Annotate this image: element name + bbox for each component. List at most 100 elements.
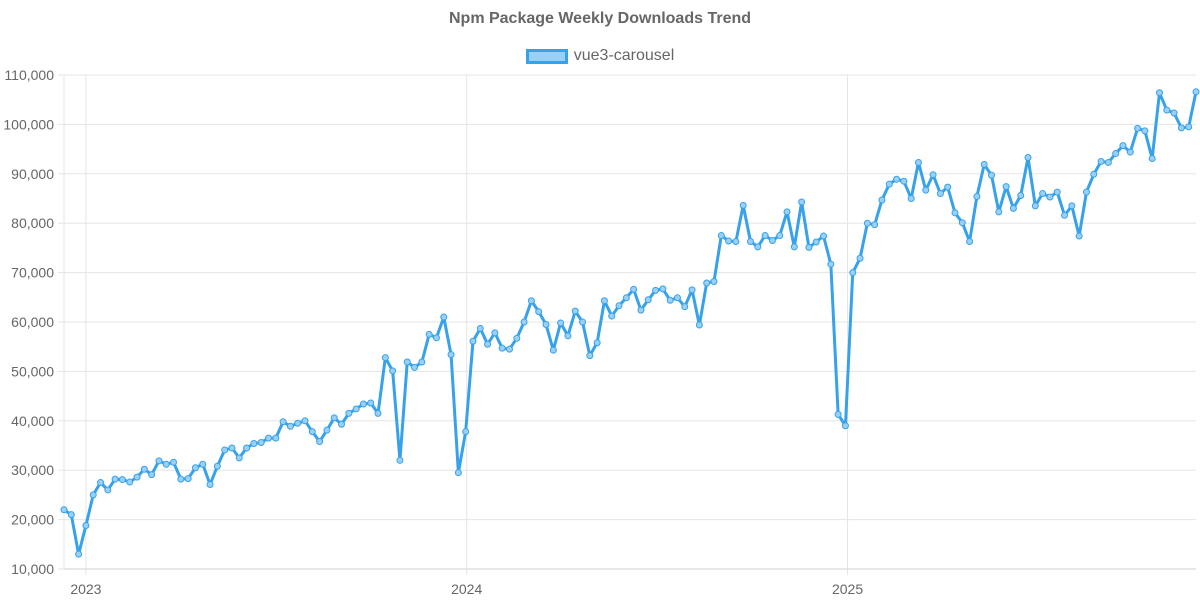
- data-point: [827, 260, 835, 268]
- data-point: [301, 417, 309, 425]
- data-point: [958, 219, 966, 227]
- data-point: [469, 337, 477, 345]
- data-point: [1155, 89, 1163, 97]
- data-point: [914, 158, 922, 166]
- data-point: [170, 458, 178, 466]
- data-point: [403, 358, 411, 366]
- chart-title: Npm Package Weekly Downloads Trend: [448, 10, 752, 27]
- data-point: [907, 195, 915, 202]
- data-point: [294, 419, 302, 427]
- data-point: [995, 208, 1003, 216]
- data-point: [739, 201, 747, 209]
- axes: 10,000 20,000 30,000 40,000 50,000 60,000 70,0…: [3, 67, 1196, 597]
- data-point: [279, 418, 287, 426]
- data-point: [1134, 124, 1142, 132]
- legend: vue3-carousel: [0, 47, 1200, 65]
- data-point: [97, 479, 105, 487]
- data-point: [1031, 202, 1039, 210]
- data-point: [1126, 148, 1134, 156]
- data-point: [498, 344, 506, 352]
- data-point: [812, 238, 820, 246]
- data-point: [557, 319, 565, 327]
- data-point: [1082, 188, 1090, 196]
- data-point: [637, 306, 645, 314]
- legend-label: vue3-carousel: [573, 47, 675, 64]
- data-point: [856, 254, 864, 262]
- data-point: [805, 243, 813, 251]
- data-point: [659, 285, 667, 293]
- data-point: [579, 318, 587, 326]
- data-point: [863, 219, 871, 227]
- data-point: [944, 183, 952, 191]
- data-point: [564, 332, 572, 340]
- data-point: [111, 475, 119, 483]
- data-point: [352, 405, 360, 413]
- data-point: [1192, 88, 1200, 96]
- data-point: [462, 428, 470, 436]
- data-point: [1104, 158, 1112, 166]
- data-point: [140, 465, 148, 473]
- series-line: [62, 90, 1198, 556]
- data-point: [199, 460, 207, 468]
- grid: [58, 74, 1196, 575]
- data-point: [82, 522, 90, 530]
- y-tick-label: 90,000: [11, 166, 54, 182]
- data-point: [1170, 109, 1178, 117]
- data-point: [849, 269, 857, 277]
- data-point: [900, 177, 908, 185]
- data-point: [454, 469, 462, 477]
- data-point: [418, 358, 426, 366]
- data-point: [191, 464, 199, 472]
- data-point: [1163, 106, 1171, 114]
- data-point: [549, 346, 557, 354]
- data-point: [177, 475, 185, 483]
- data-point: [67, 511, 75, 519]
- y-tick-label: 10,000: [11, 561, 54, 577]
- data-point: [798, 198, 806, 206]
- data-point: [104, 486, 112, 494]
- y-tick-label: 110,000: [4, 67, 54, 83]
- data-point: [118, 476, 126, 484]
- data-point: [542, 320, 550, 328]
- data-point: [776, 232, 784, 240]
- data-point: [272, 434, 280, 442]
- series-vue3-carousel: [60, 88, 1200, 558]
- data-point: [630, 285, 638, 293]
- data-point: [600, 297, 608, 305]
- data-point: [1002, 183, 1010, 191]
- data-point: [732, 237, 740, 245]
- data-point: [367, 399, 375, 407]
- data-point: [440, 313, 448, 321]
- data-point: [1053, 188, 1061, 196]
- data-point: [330, 414, 338, 422]
- y-tick-label: 40,000: [11, 413, 54, 429]
- data-point: [221, 446, 229, 454]
- data-point: [75, 550, 83, 558]
- data-point: [60, 506, 68, 514]
- data-point: [1039, 190, 1047, 198]
- data-point: [381, 354, 389, 362]
- data-point: [1068, 202, 1076, 210]
- data-point: [228, 444, 236, 452]
- data-point: [535, 308, 543, 316]
- data-point: [1009, 204, 1017, 212]
- data-point: [1090, 170, 1098, 178]
- data-point: [1119, 142, 1127, 150]
- data-point: [323, 426, 331, 434]
- data-point: [257, 439, 265, 447]
- data-point: [133, 473, 141, 481]
- y-tick-label: 20,000: [11, 512, 54, 528]
- data-point: [345, 409, 353, 417]
- data-point: [593, 339, 601, 347]
- data-point: [286, 422, 294, 430]
- legend-swatch[interactable]: [525, 48, 568, 64]
- data-point: [988, 171, 996, 179]
- data-point: [754, 243, 762, 251]
- data-point: [513, 334, 521, 342]
- data-point: [761, 232, 769, 240]
- y-tick-label: 70,000: [11, 265, 54, 281]
- y-tick-label: 60,000: [11, 314, 54, 330]
- data-point: [980, 160, 988, 168]
- data-point: [622, 294, 630, 302]
- data-point: [505, 345, 513, 353]
